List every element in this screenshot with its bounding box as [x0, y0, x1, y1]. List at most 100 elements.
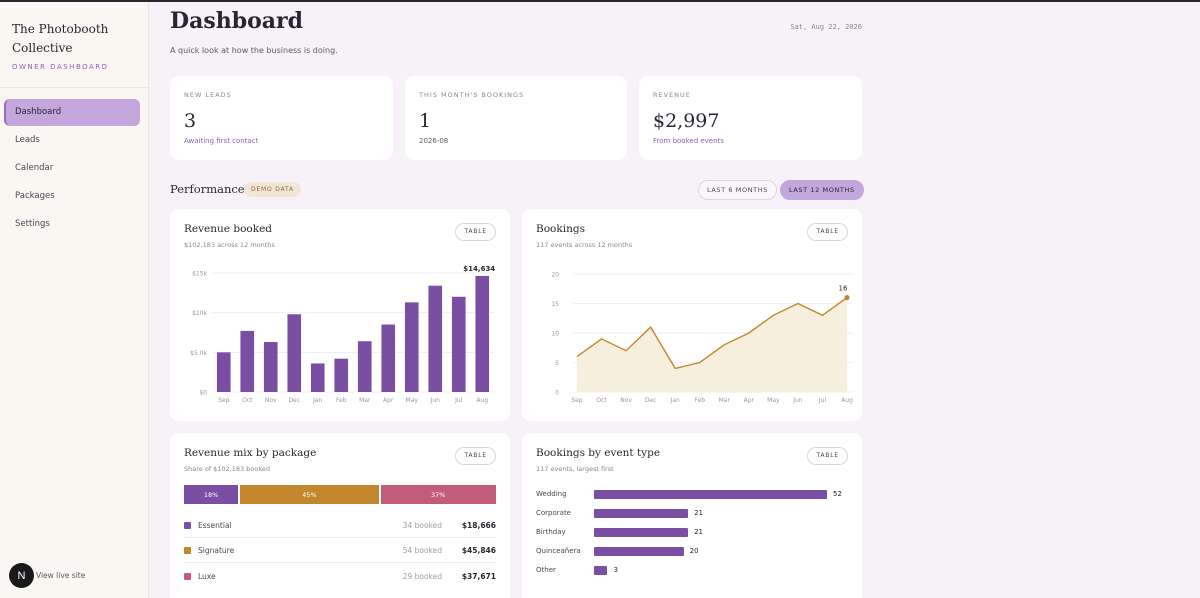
x-tick-label: Feb: [336, 397, 347, 404]
stat-label: THIS MONTH'S BOOKINGS: [419, 91, 525, 99]
brand-subtitle: OWNER DASHBOARD: [12, 63, 109, 71]
mix-row-essential: Essential 34 booked $18,666: [184, 513, 496, 538]
revenue-bar: [357, 341, 372, 392]
brand-name[interactable]: The Photobooth Collective: [12, 22, 109, 55]
mix-segment-essential: 18%: [184, 485, 241, 504]
x-tick-label: Oct: [242, 397, 253, 404]
package-count: 54 booked: [402, 545, 442, 555]
performance-title: Performance: [170, 182, 245, 196]
x-tick-label: Apr: [383, 397, 394, 404]
event-type-count: 52: [833, 490, 842, 498]
revenue-bar: [240, 330, 255, 392]
event-type-label: Birthday: [536, 528, 566, 536]
sidebar-nav: Dashboard Leads Calendar Packages Settin…: [0, 88, 148, 238]
x-tick-label: May: [406, 397, 419, 404]
window-top-edge: [0, 0, 1200, 2]
event-type-card: Bookings by event type 117 events, large…: [522, 433, 862, 598]
revenue-bar: [404, 302, 419, 392]
revenue-bar: [451, 296, 466, 392]
x-tick-label: Aug: [476, 397, 488, 404]
demo-data-badge: DEMO DATA: [244, 182, 301, 197]
y-tick-label: 0: [555, 390, 559, 397]
x-tick-label: Jun: [792, 397, 803, 404]
x-tick-label: Jul: [454, 397, 463, 404]
event-type-label: Other: [536, 566, 556, 574]
sidebar-item-settings[interactable]: Settings: [15, 219, 50, 229]
event-type-row: Wedding 52: [536, 486, 842, 502]
package-amount: $18,666: [461, 520, 496, 530]
last-point: [844, 295, 850, 301]
sidebar-item-leads[interactable]: Leads: [15, 135, 40, 145]
event-table-button[interactable]: TABLE: [807, 447, 848, 465]
revenue-bar: [310, 363, 325, 392]
package-name: Luxe: [198, 572, 216, 581]
page-subtitle: A quick look at how the business is doin…: [170, 46, 338, 55]
range-last-12-months-button[interactable]: LAST 12 MONTHS: [780, 180, 864, 200]
stat-note: From booked events: [653, 137, 724, 145]
event-type-bar: [594, 508, 689, 518]
mix-table-button[interactable]: TABLE: [455, 447, 496, 465]
stat-card-bookings: THIS MONTH'S BOOKINGS 1 2026-08: [405, 76, 627, 160]
stat-card-new-leads: NEW LEADS 3 Awaiting first contact: [170, 76, 393, 160]
revenue-mix-card: Revenue mix by package Share of $102,183…: [170, 433, 510, 598]
package-count: 34 booked: [402, 520, 442, 530]
bookings-area: [577, 297, 847, 392]
data-label: 16: [839, 285, 848, 293]
package-name: Signature: [198, 545, 235, 555]
revenue-bar: [263, 342, 278, 392]
mix-row-luxe: Luxe 29 booked $37,671: [184, 564, 496, 589]
card-subtitle: 117 events, largest first: [536, 465, 614, 473]
sidebar-item-calendar[interactable]: Calendar: [15, 163, 54, 173]
x-tick-label: Dec: [645, 397, 657, 404]
dev-tools-badge-icon[interactable]: N: [9, 563, 34, 588]
swatch-icon: [184, 546, 191, 554]
event-type-count: 21: [694, 509, 704, 517]
card-subtitle: Share of $102,183 booked: [184, 465, 270, 473]
y-tick-label: 15: [551, 301, 559, 308]
current-date: Sat, Aug 22, 2026: [790, 23, 862, 31]
page-title: Dashboard: [170, 8, 303, 34]
view-live-site-label[interactable]: View live site: [36, 571, 86, 580]
y-tick-label: $5.0k: [190, 350, 207, 357]
x-tick-label: Dec: [288, 397, 300, 404]
mix-segment-luxe: 37%: [380, 485, 496, 504]
event-type-count: 21: [694, 528, 704, 536]
event-type-label: Wedding: [536, 490, 567, 498]
revenue-bar-chart: $0 $5.0k $10k $15k Sep Oct Nov Dec Jan Feb Mar Apr M…: [190, 265, 495, 404]
revenue-bar: [216, 352, 231, 392]
revenue-bar: [428, 285, 443, 392]
event-type-label: Quinceañera: [536, 547, 581, 555]
bookings-table-button[interactable]: TABLE: [807, 223, 848, 241]
package-amount: $45,846: [461, 545, 496, 555]
mix-segment-signature: 45%: [240, 485, 381, 504]
sidebar: The Photobooth Collective OWNER DASHBOAR…: [0, 2, 149, 598]
x-tick-label: Mar: [359, 397, 371, 404]
x-tick-label: Jan: [312, 397, 322, 404]
swatch-icon: [184, 573, 191, 580]
revenue-bar: [475, 275, 490, 392]
event-type-row: Quinceañera 20: [536, 543, 699, 559]
revenue-mix-stacked-bar: 18% 45% 37%: [184, 485, 496, 504]
range-last-6-months-button[interactable]: LAST 6 MONTHS: [698, 180, 777, 200]
card-title: Revenue mix by package: [184, 447, 317, 459]
revenue-bar: [381, 324, 396, 392]
x-tick-label: Nov: [620, 397, 632, 404]
view-live-site-link[interactable]: N View live site: [9, 563, 85, 588]
card-subtitle: 117 events across 12 months: [536, 241, 633, 249]
x-tick-label: May: [767, 397, 780, 404]
brand: The Photobooth Collective OWNER DASHBOAR…: [0, 2, 148, 88]
event-type-bar: [594, 546, 684, 556]
x-tick-label: Mar: [719, 397, 731, 404]
event-type-row: Other 3: [536, 562, 618, 578]
mix-row-signature: Signature 54 booked $45,846: [184, 538, 496, 563]
revenue-table-button[interactable]: TABLE: [455, 223, 496, 241]
stat-value: 1: [419, 110, 432, 132]
stat-label: NEW LEADS: [184, 91, 232, 99]
stat-note: 2026-08: [419, 137, 449, 145]
x-tick-label: Aug: [841, 397, 853, 404]
x-tick-label: Sep: [571, 397, 583, 404]
sidebar-item-packages[interactable]: Packages: [15, 191, 55, 201]
package-amount: $37,671: [461, 572, 496, 581]
y-tick-label: $15k: [192, 271, 207, 278]
sidebar-item-dashboard[interactable]: Dashboard: [4, 99, 140, 126]
